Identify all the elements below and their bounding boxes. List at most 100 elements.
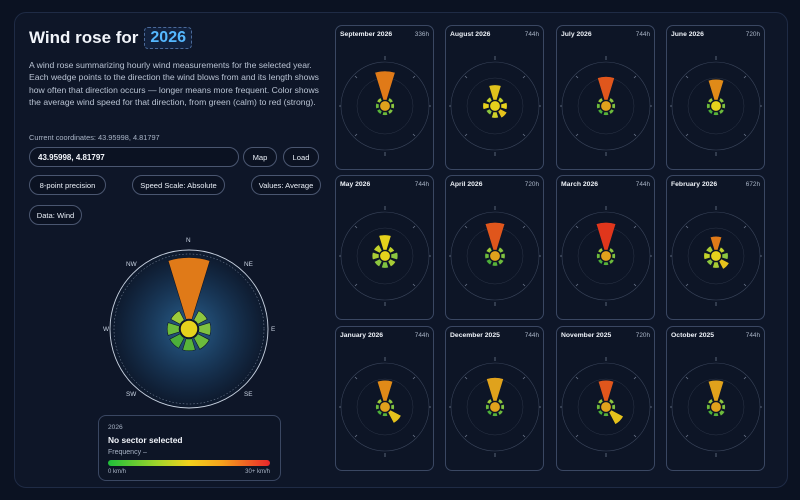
month-rose-sector-ne[interactable] — [718, 97, 725, 104]
main-rose-sector-se[interactable] — [193, 333, 210, 350]
month-wind-rose[interactable] — [449, 48, 541, 164]
month-card[interactable]: March 2026 744h — [556, 175, 655, 320]
month-rose-sectors[interactable] — [374, 70, 396, 116]
month-rose-sector-sw[interactable] — [707, 409, 714, 416]
month-rose-sector-sw[interactable] — [485, 108, 493, 116]
month-rose-sector-se[interactable] — [608, 108, 615, 115]
month-rose-sector-w[interactable] — [375, 102, 380, 110]
month-rose-sector-sw[interactable] — [485, 258, 493, 266]
month-rose-sector-e[interactable] — [611, 403, 616, 411]
month-rose-sector-s[interactable] — [491, 111, 499, 119]
main-rose-sectors[interactable] — [166, 257, 212, 352]
month-rose-sector-s[interactable] — [712, 412, 720, 417]
precision-toggle[interactable]: 8-point precision — [29, 175, 106, 195]
map-button[interactable]: Map — [243, 147, 277, 167]
month-rose-sector-n[interactable] — [597, 76, 615, 101]
month-rose-sector-w[interactable] — [596, 403, 601, 411]
speed-scale-toggle[interactable]: Speed Scale: Absolute — [132, 175, 225, 195]
month-rose-sector-e[interactable] — [721, 403, 726, 411]
data-toggle[interactable]: Data: Wind — [29, 205, 82, 225]
main-rose-sector-w[interactable] — [166, 322, 180, 336]
month-rose-sector-e[interactable] — [390, 403, 395, 411]
month-rose-sector-e[interactable] — [500, 102, 508, 110]
month-rose-sector-se[interactable] — [387, 108, 394, 115]
month-rose-sector-w[interactable] — [485, 403, 490, 411]
month-rose-sector-w[interactable] — [482, 102, 490, 110]
month-rose-sector-nw[interactable] — [485, 246, 493, 254]
month-rose-sector-se[interactable] — [718, 409, 726, 417]
month-rose-sector-w[interactable] — [484, 252, 490, 260]
month-rose-sector-e[interactable] — [721, 252, 729, 260]
month-rose-sector-sw[interactable] — [706, 258, 714, 266]
load-button[interactable]: Load — [283, 147, 319, 167]
month-rose-sector-s[interactable] — [381, 412, 389, 417]
month-rose-sector-e[interactable] — [611, 102, 616, 110]
month-rose-sector-nw[interactable] — [597, 247, 604, 254]
month-rose-sector-nw[interactable] — [486, 398, 493, 405]
main-rose-sector-e[interactable] — [198, 322, 212, 336]
month-rose-sectors[interactable] — [595, 222, 617, 266]
month-rose-sector-e[interactable] — [500, 403, 505, 411]
month-wind-rose[interactable] — [670, 198, 762, 314]
month-rose-sector-n[interactable] — [597, 379, 615, 402]
month-rose-sector-s[interactable] — [491, 261, 499, 267]
month-wind-rose[interactable] — [449, 349, 541, 465]
month-rose-sector-sw[interactable] — [597, 409, 604, 416]
month-rose-sector-s[interactable] — [381, 111, 389, 116]
month-rose-sector-s[interactable] — [712, 261, 720, 269]
month-rose-sectors[interactable] — [706, 78, 726, 116]
month-rose-sector-nw[interactable] — [597, 398, 604, 405]
month-rose-sector-n[interactable] — [486, 377, 504, 402]
month-rose-sector-nw[interactable] — [376, 398, 383, 405]
month-rose-sector-sw[interactable] — [597, 258, 604, 265]
month-rose-sector-s[interactable] — [602, 261, 610, 266]
month-rose-sector-se[interactable] — [387, 258, 397, 268]
month-rose-sector-ne[interactable] — [497, 246, 505, 254]
coordinates-input[interactable] — [29, 147, 239, 167]
month-wind-rose[interactable] — [339, 198, 431, 314]
month-rose-sector-ne[interactable] — [718, 398, 725, 405]
month-rose-sector-ne[interactable] — [608, 97, 615, 104]
month-rose-sector-sw[interactable] — [373, 258, 383, 268]
month-rose-sector-nw[interactable] — [485, 96, 493, 104]
month-card[interactable]: December 2025 744h — [445, 326, 544, 471]
month-rose-sector-se[interactable] — [718, 108, 725, 115]
month-card[interactable]: June 2026 720h — [666, 25, 765, 170]
month-rose-sector-sw[interactable] — [597, 108, 604, 115]
month-rose-sector-sw[interactable] — [707, 108, 714, 115]
month-rose-sectors[interactable] — [706, 379, 726, 417]
year-selector[interactable]: 2026 — [144, 27, 192, 49]
month-rose-sector-s[interactable] — [602, 111, 610, 116]
month-rose-sector-nw[interactable] — [705, 245, 714, 254]
month-rose-sector-n[interactable] — [378, 234, 392, 251]
month-rose-sector-e[interactable] — [500, 252, 506, 260]
month-rose-sector-w[interactable] — [375, 403, 380, 411]
month-rose-sector-sw[interactable] — [486, 409, 493, 416]
month-rose-sector-n[interactable] — [707, 78, 725, 101]
month-rose-sector-s[interactable] — [491, 412, 499, 417]
month-rose-sectors[interactable] — [596, 76, 616, 116]
month-rose-sector-n[interactable] — [484, 222, 506, 251]
month-rose-sector-n[interactable] — [595, 222, 617, 251]
month-rose-sector-nw[interactable] — [373, 244, 383, 254]
month-rose-sector-se[interactable] — [497, 108, 508, 119]
month-wind-rose[interactable] — [449, 198, 541, 314]
month-rose-sector-ne[interactable] — [608, 398, 615, 405]
month-wind-rose[interactable] — [339, 349, 431, 465]
month-wind-rose[interactable] — [560, 48, 652, 164]
main-rose-sector-ne[interactable] — [193, 310, 208, 325]
month-rose-sector-e[interactable] — [721, 102, 726, 110]
month-rose-sector-nw[interactable] — [376, 97, 383, 104]
month-rose-sector-w[interactable] — [596, 252, 601, 260]
month-rose-sector-se[interactable] — [608, 409, 624, 425]
month-rose-sector-ne[interactable] — [387, 246, 395, 254]
month-rose-sector-sw[interactable] — [376, 409, 383, 416]
month-rose-sector-s[interactable] — [712, 111, 720, 116]
month-rose-sector-e[interactable] — [611, 252, 616, 260]
month-rose-sector-ne[interactable] — [608, 247, 615, 254]
month-card[interactable]: November 2025 720h — [556, 326, 655, 471]
main-rose-sector-n[interactable] — [167, 257, 211, 320]
month-rose-sector-se[interactable] — [387, 409, 402, 424]
month-rose-sector-n[interactable] — [707, 379, 725, 402]
month-rose-sector-ne[interactable] — [387, 97, 394, 104]
